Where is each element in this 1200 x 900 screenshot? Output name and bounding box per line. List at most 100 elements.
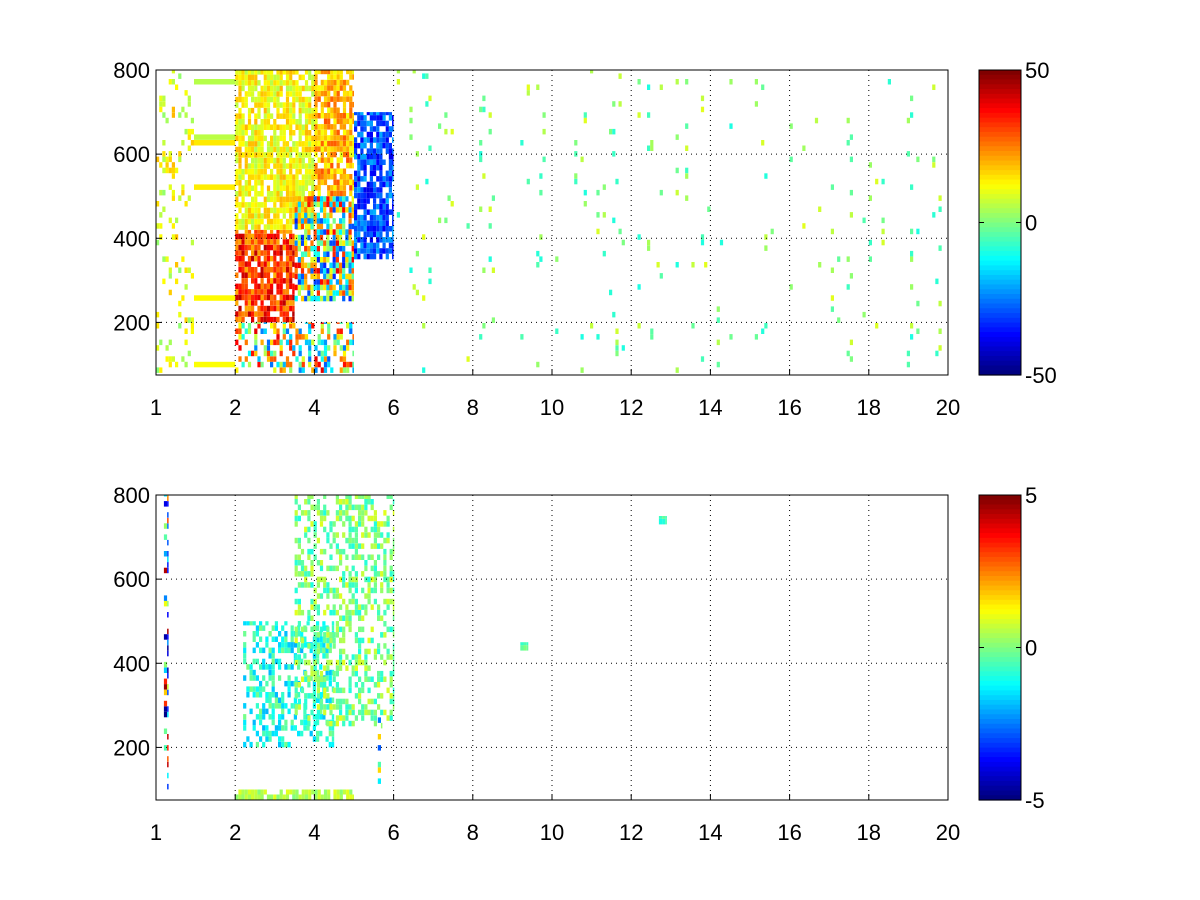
heatmap-cell	[846, 117, 850, 124]
heatmap-cell	[244, 124, 248, 130]
heatmap-cell	[351, 196, 354, 202]
heatmap-cell	[244, 213, 248, 219]
heatmap-cell	[345, 284, 349, 291]
heatmap-cell	[342, 79, 347, 86]
heatmap-cell	[295, 80, 299, 86]
heatmap-cell	[243, 653, 247, 659]
heatmap-cell	[295, 168, 299, 175]
heatmap-cell	[167, 523, 169, 529]
heatmap-cell	[268, 647, 272, 654]
colorbar-swatch	[979, 365, 1021, 371]
heatmap-cell	[243, 714, 247, 720]
heatmap-cell	[313, 212, 317, 219]
heatmap-cell	[263, 163, 267, 169]
heatmap-cell	[311, 168, 315, 175]
heatmap-cell	[323, 515, 327, 522]
x-tick-label: 14	[698, 820, 722, 845]
heatmap-cell	[316, 240, 320, 246]
heatmap-cell	[260, 289, 264, 295]
heatmap-cell	[235, 135, 239, 142]
heatmap-cell	[273, 124, 277, 130]
heatmap-cell	[386, 495, 390, 499]
heatmap-cell	[326, 279, 330, 285]
heatmap-cell	[238, 96, 242, 103]
heatmap-cell	[361, 587, 365, 594]
heatmap-cell	[282, 311, 286, 317]
heatmap-cell	[257, 794, 261, 800]
heatmap-cell	[386, 532, 390, 538]
heatmap-cell	[263, 113, 267, 119]
heatmap-cell	[247, 124, 252, 130]
heatmap-cell	[520, 645, 524, 651]
heatmap-cell	[282, 267, 286, 273]
heatmap-cell	[335, 548, 339, 555]
heatmap-cell	[331, 730, 335, 737]
heatmap-cell	[323, 632, 327, 638]
colorbar-swatch	[979, 623, 1021, 630]
heatmap-cell	[298, 350, 302, 357]
heatmap-cell	[257, 218, 261, 225]
heatmap-cell	[244, 218, 248, 225]
heatmap-cell	[354, 181, 358, 188]
heatmap-cell	[329, 229, 333, 235]
heatmap-cell	[392, 115, 394, 121]
heatmap-cell	[243, 675, 247, 681]
heatmap-cell	[235, 152, 239, 158]
heatmap-cell	[358, 698, 362, 705]
heatmap-cell	[251, 185, 255, 191]
heatmap-cell	[868, 195, 872, 201]
heatmap-cell	[274, 725, 278, 731]
heatmap-cell	[270, 141, 274, 147]
heatmap-cell	[319, 664, 323, 670]
heatmap-cell	[238, 345, 242, 351]
heatmap-cell	[287, 642, 291, 648]
heatmap-cell	[317, 135, 321, 141]
heatmap-cell	[360, 153, 364, 160]
heatmap-cell	[304, 698, 308, 705]
heatmap-cell	[339, 201, 343, 208]
heatmap-cell	[339, 70, 343, 75]
heatmap-cell	[254, 789, 258, 795]
heatmap-cell	[366, 220, 370, 226]
heatmap-cell	[348, 268, 352, 274]
heatmap-cell	[332, 257, 336, 263]
heatmap-cell	[349, 151, 353, 158]
heatmap-cell	[380, 582, 384, 588]
heatmap-cell	[323, 168, 328, 174]
heatmap-cell	[313, 665, 317, 671]
heatmap-cell	[304, 273, 308, 280]
heatmap-cell	[323, 356, 328, 362]
heatmap-cell	[266, 91, 271, 97]
heatmap-cell	[377, 604, 381, 610]
heatmap-cell	[294, 704, 298, 710]
colorbar-swatch	[979, 317, 1021, 324]
heatmap-cell	[282, 141, 286, 147]
heatmap-cell	[382, 237, 386, 243]
heatmap-cell	[300, 647, 304, 654]
heatmap-cell	[260, 361, 264, 368]
heatmap-cell	[289, 113, 293, 119]
colorbar-swatch	[979, 733, 1021, 739]
heatmap-cell	[329, 720, 333, 727]
heatmap-cell	[332, 234, 336, 241]
heatmap-cell	[289, 70, 293, 75]
heatmap-cell	[287, 675, 291, 681]
heatmap-cell	[357, 237, 361, 243]
colorbar-swatch	[979, 780, 1021, 787]
heatmap-cell	[333, 185, 337, 191]
heatmap-cell	[194, 79, 236, 85]
heatmap-cell	[335, 515, 339, 522]
heatmap-cell	[159, 212, 163, 218]
heatmap-cell	[352, 339, 354, 346]
heatmap-cell	[369, 181, 373, 188]
heatmap-cell	[314, 101, 318, 108]
heatmap-cell	[167, 689, 169, 696]
heatmap-cell	[339, 665, 343, 671]
heatmap-cell	[520, 140, 524, 146]
colorbar-tick-label: -5	[1025, 788, 1045, 813]
heatmap-cell	[342, 135, 347, 141]
heatmap-cell	[329, 704, 333, 710]
heatmap-cell	[345, 262, 349, 269]
heatmap-cell	[332, 201, 336, 208]
